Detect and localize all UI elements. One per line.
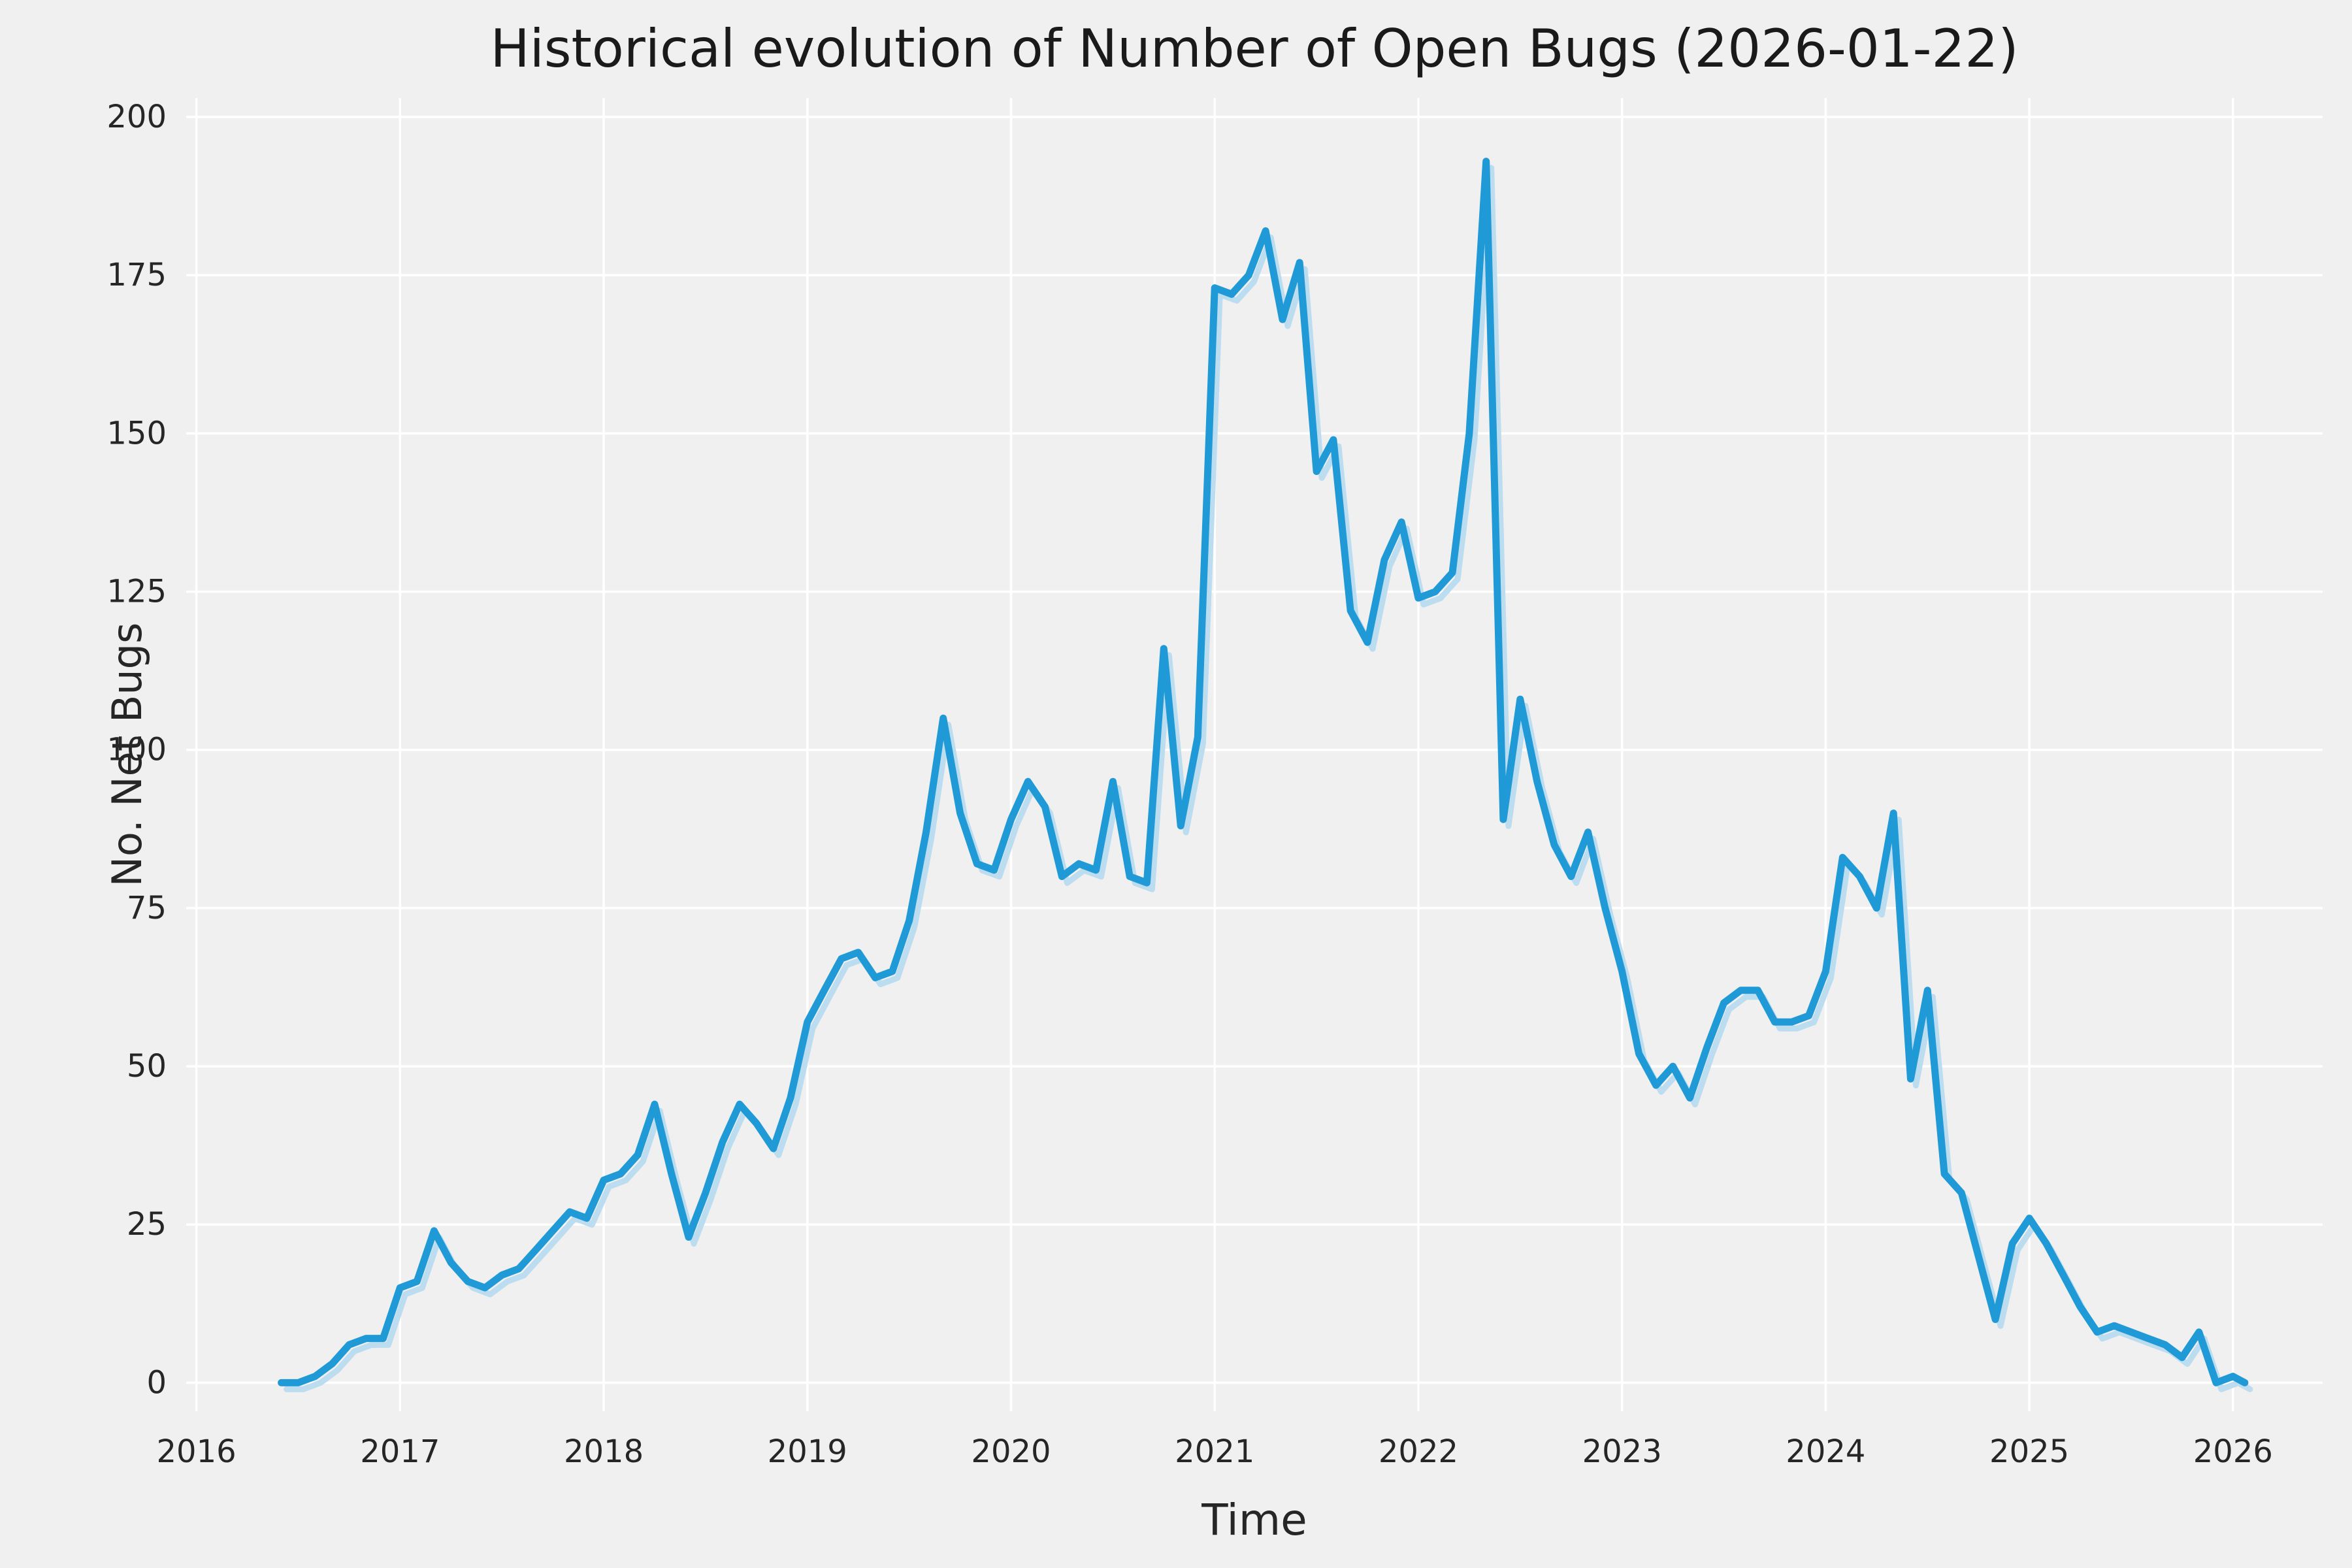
chart-title: Historical evolution of Number of Open B… xyxy=(490,18,2019,79)
y-tick-label: 75 xyxy=(127,890,167,926)
y-tick-label: 200 xyxy=(106,99,167,135)
y-tick-label: 150 xyxy=(106,415,167,451)
x-tick-label: 2016 xyxy=(157,1433,237,1470)
y-tick-label: 0 xyxy=(146,1364,167,1401)
y-tick-label: 50 xyxy=(127,1048,167,1085)
x-axis-label: Time xyxy=(1201,1495,1307,1545)
x-tick-label: 2019 xyxy=(768,1433,847,1470)
y-tick-label: 25 xyxy=(127,1206,167,1243)
x-tick-label: 2018 xyxy=(564,1433,644,1470)
x-tick-label: 2026 xyxy=(2193,1433,2273,1470)
x-tick-label: 2024 xyxy=(1786,1433,1865,1470)
y-axis-label: No. Net Bugs xyxy=(103,622,151,887)
x-tick-label: 2021 xyxy=(1175,1433,1254,1470)
x-tick-label: 2023 xyxy=(1582,1433,1662,1470)
x-tick-label: 2022 xyxy=(1379,1433,1458,1470)
y-tick-label: 125 xyxy=(106,574,167,610)
x-tick-label: 2017 xyxy=(360,1433,440,1470)
x-tick-label: 2025 xyxy=(1989,1433,2069,1470)
open-bugs-line-shadow xyxy=(284,165,2253,1392)
y-tick-label: 175 xyxy=(106,257,167,293)
open-bugs-line xyxy=(278,157,2249,1386)
y-tick-label: 100 xyxy=(106,732,167,768)
x-tick-label: 2020 xyxy=(971,1433,1051,1470)
